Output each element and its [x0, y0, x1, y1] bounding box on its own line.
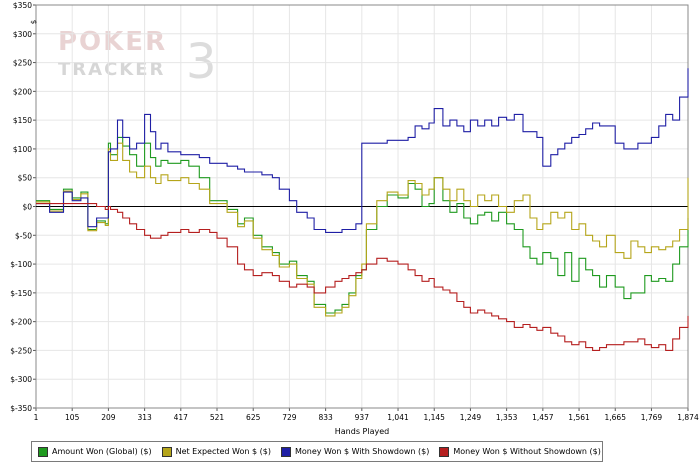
series-line-2: [36, 142, 689, 317]
legend-swatch: [280, 446, 291, 457]
y-tick-label: $200: [13, 87, 32, 96]
legend-item-1: Amount Won (Global) ($): [34, 446, 152, 457]
y-tick-label: $-200: [10, 318, 32, 327]
x-tick-label: 1,769: [641, 413, 663, 422]
y-axis-label: $: [30, 20, 38, 24]
legend-label: Amount Won (Global) ($): [52, 447, 152, 456]
x-tick-label: 1,457: [532, 413, 554, 422]
x-tick-label: 1,145: [423, 413, 445, 422]
y-tick-label: $50: [18, 174, 33, 183]
x-tick-label: 105: [65, 413, 80, 422]
x-tick-label: 937: [355, 413, 370, 422]
series-line-3: [36, 68, 689, 233]
y-tick-label: $-350: [10, 404, 32, 413]
x-tick-label: 1,041: [387, 413, 409, 422]
y-tick-label: $-150: [10, 289, 32, 298]
x-tick-label: 521: [210, 413, 225, 422]
x-tick-label: 1,665: [605, 413, 627, 422]
x-tick-label: 833: [318, 413, 333, 422]
y-tick-label: $-300: [10, 375, 32, 384]
y-tick-label: $350: [13, 1, 32, 10]
legend-swatch: [161, 446, 172, 457]
x-axis-label: Hands Played: [335, 427, 389, 436]
x-tick-label: 417: [174, 413, 189, 422]
y-tick-label: $250: [13, 59, 32, 68]
chart-legend: Amount Won (Global) ($) Net Expected Won …: [31, 441, 603, 462]
legend-item-4: Money Won $ Without Showdown ($): [435, 446, 601, 457]
y-tick-label: $150: [13, 116, 32, 125]
y-tick-label: $-250: [10, 346, 32, 355]
legend-swatch: [38, 446, 48, 457]
x-tick-label: 1,561: [568, 413, 590, 422]
watermark-number: 3: [186, 34, 217, 90]
y-tick-label: $-50: [15, 231, 32, 240]
y-tick-label: $100: [13, 145, 32, 154]
x-tick-label: 1: [34, 413, 39, 422]
legend-label: Money Won $ Without Showdown ($): [453, 447, 601, 456]
poker-tracker-watermark: POKER TRACKER 3: [58, 27, 217, 90]
legend-label: Money Won $ With Showdown ($): [294, 447, 430, 456]
x-tick-label: 1,353: [496, 413, 518, 422]
watermark-text: POKER: [58, 27, 167, 57]
legend-item-2: Net Expected Won $ ($): [158, 446, 271, 457]
legend-swatch: [439, 446, 450, 457]
x-tick-label: 1,249: [460, 413, 482, 422]
y-tick-label: $300: [13, 30, 32, 39]
legend-item-3: Money Won $ With Showdown ($): [277, 446, 430, 457]
x-tick-label: 1,874: [677, 413, 699, 422]
series-line-4: [36, 203, 689, 351]
x-tick-label: 313: [137, 413, 152, 422]
watermark-text-2: TRACKER: [58, 59, 165, 80]
y-tick-label: $0: [22, 203, 32, 212]
x-tick-label: 209: [101, 413, 116, 422]
x-tick-label: 729: [282, 413, 297, 422]
x-tick-label: 625: [246, 413, 261, 422]
y-tick-label: $-100: [10, 260, 32, 269]
legend-label: Net Expected Won $ ($): [175, 447, 271, 456]
